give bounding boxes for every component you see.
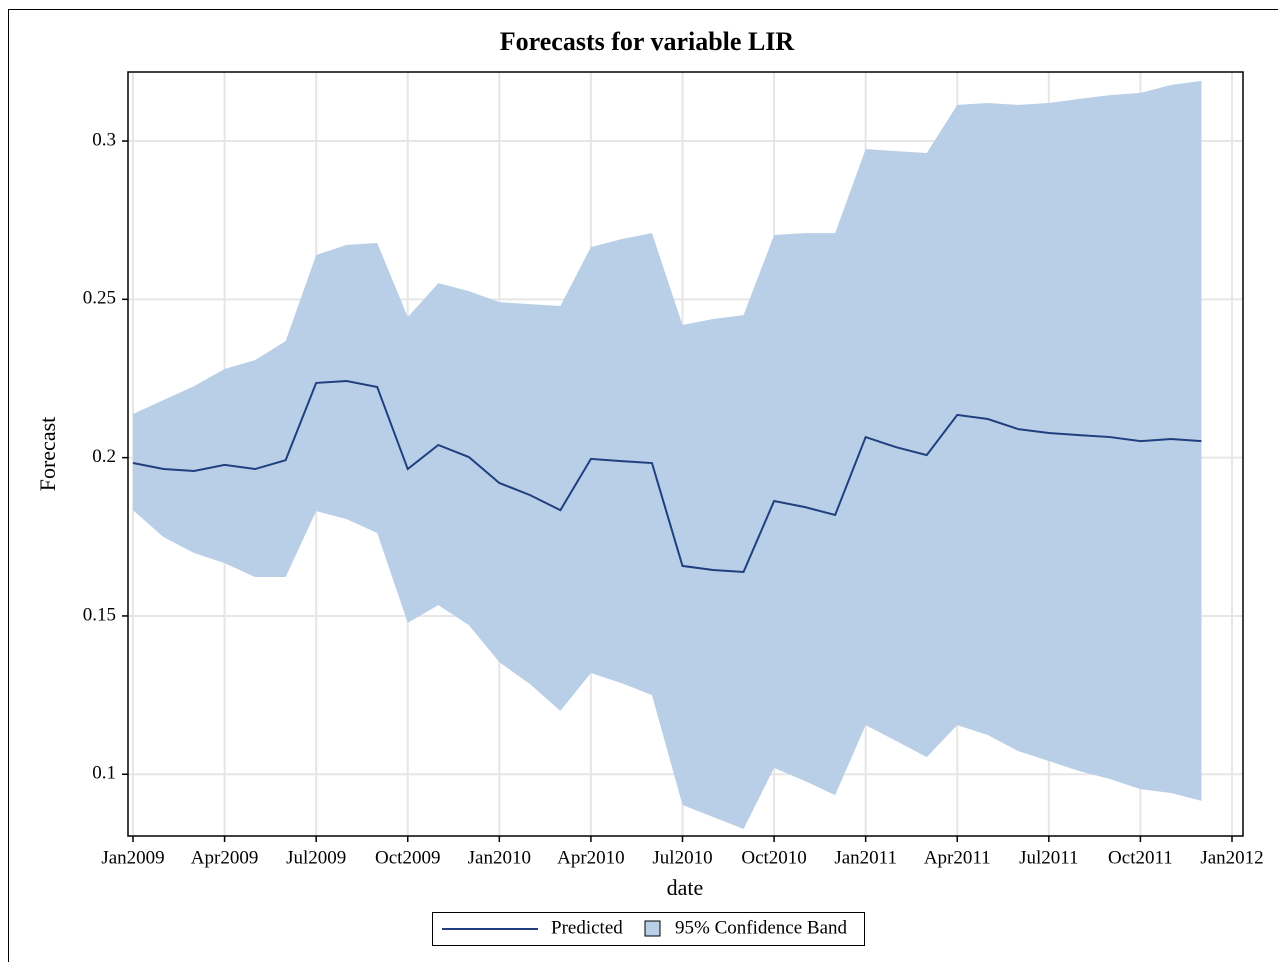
marks bbox=[132, 80, 1202, 830]
y-tick-label: 0.3 bbox=[92, 129, 116, 150]
x-tick-label: Jul2011 bbox=[1019, 847, 1078, 868]
y-tick-label: 0.25 bbox=[83, 288, 116, 309]
x-tick-label: Jul2010 bbox=[652, 847, 712, 868]
y-tick-label: 0.15 bbox=[83, 604, 116, 625]
y-axis-label: Forecast bbox=[35, 417, 60, 492]
y-tick-label: 0.2 bbox=[92, 446, 116, 467]
x-tick-label: Jul2009 bbox=[286, 847, 346, 868]
predicted-line bbox=[132, 380, 1202, 573]
x-tick-label: Oct2010 bbox=[741, 847, 806, 868]
outer-border bbox=[8, 9, 1278, 962]
y-tick-label: 0.1 bbox=[92, 763, 116, 784]
x-tick-label: Apr2011 bbox=[924, 847, 991, 868]
x-tick-label: Jan2012 bbox=[1200, 847, 1263, 868]
x-tick-label: Jan2010 bbox=[468, 847, 531, 868]
legend-label: Predicted bbox=[551, 917, 623, 938]
axes: 0.1 0.15 0.2 0.25 0.3 Jan2009 Apr2009 Jul2009 Oc… bbox=[83, 129, 1264, 868]
chart-title: Forecasts for variable LIR bbox=[500, 27, 795, 56]
confidence-band bbox=[133, 80, 1202, 830]
legend-swatch bbox=[644, 920, 661, 937]
x-tick-label: Apr2009 bbox=[191, 847, 259, 868]
x-axis-label: date bbox=[667, 875, 704, 900]
x-tick-label: Oct2011 bbox=[1108, 847, 1173, 868]
legend-label: 95% Confidence Band bbox=[675, 917, 848, 938]
legend-items: Predicted 95% Confidence Band bbox=[442, 917, 848, 938]
x-tick-label: Jan2011 bbox=[834, 847, 897, 868]
x-tick-label: Jan2009 bbox=[101, 847, 164, 868]
x-tick-label: Apr2010 bbox=[557, 847, 625, 868]
x-tick-label: Oct2009 bbox=[375, 847, 440, 868]
plot-frame bbox=[127, 71, 1244, 837]
